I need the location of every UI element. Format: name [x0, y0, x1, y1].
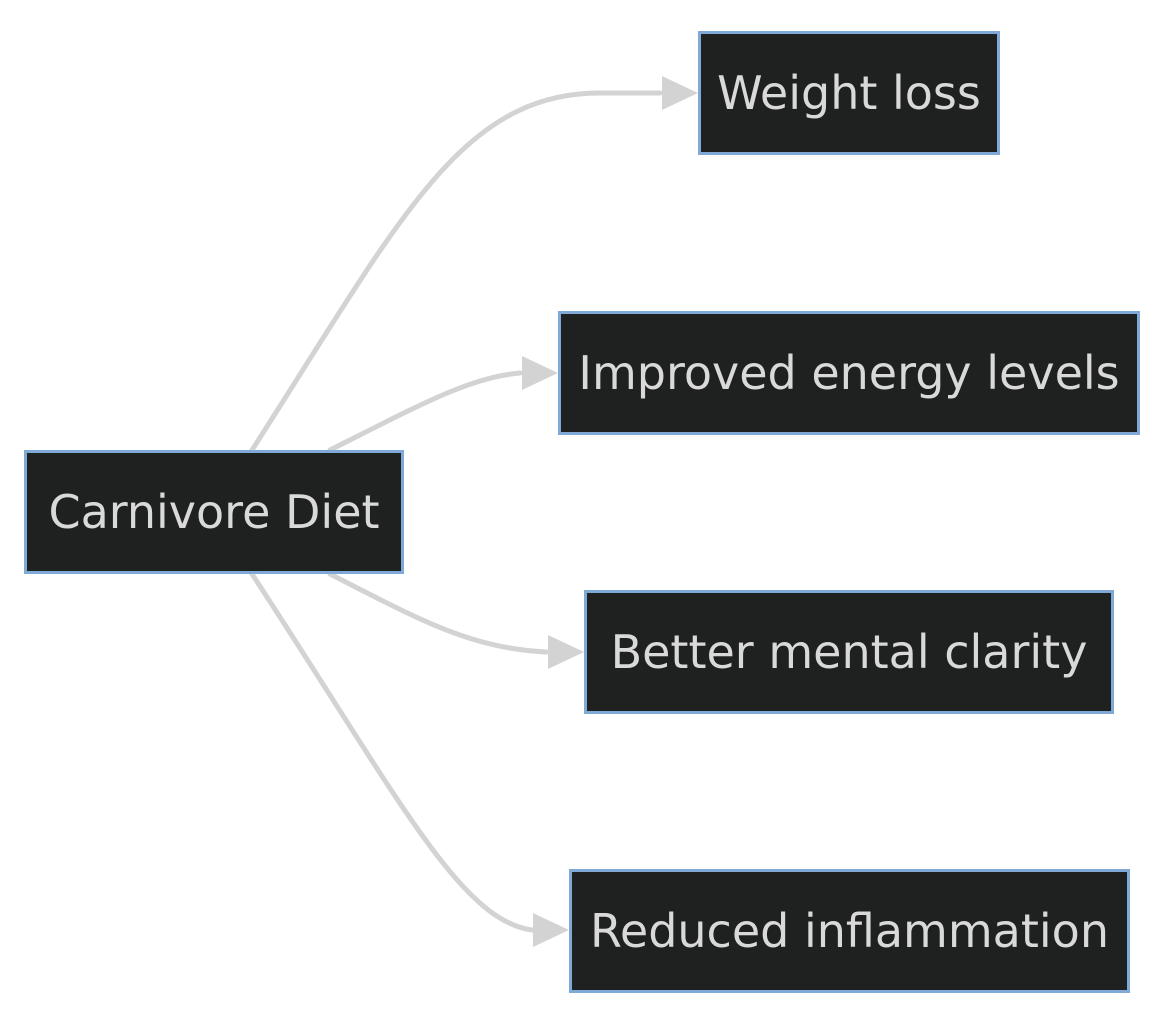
arrowhead-improved-energy-levels — [522, 356, 558, 390]
arrowhead-better-mental-clarity — [548, 635, 584, 669]
node-improved-energy-levels: Improved energy levels — [558, 311, 1140, 435]
node-label: Improved energy levels — [578, 346, 1120, 400]
arrowhead-weight-loss — [662, 76, 698, 110]
edge-to-weight-loss — [249, 90, 663, 453]
arrowhead-reduced-inflammation — [533, 913, 569, 947]
node-label: Better mental clarity — [610, 625, 1088, 679]
node-label: Reduced inflammation — [590, 904, 1109, 958]
node-carnivore-diet: Carnivore Diet — [24, 450, 404, 574]
node-weight-loss: Weight loss — [698, 31, 1000, 155]
edge-to-better-mental-clarity — [327, 571, 549, 655]
node-better-mental-clarity: Better mental clarity — [584, 590, 1114, 714]
node-label: Carnivore Diet — [48, 485, 380, 539]
node-label: Weight loss — [717, 66, 981, 120]
edge-to-reduced-inflammation — [249, 571, 535, 933]
edge-to-improved-energy-levels — [327, 370, 523, 453]
node-reduced-inflammation: Reduced inflammation — [569, 869, 1130, 993]
